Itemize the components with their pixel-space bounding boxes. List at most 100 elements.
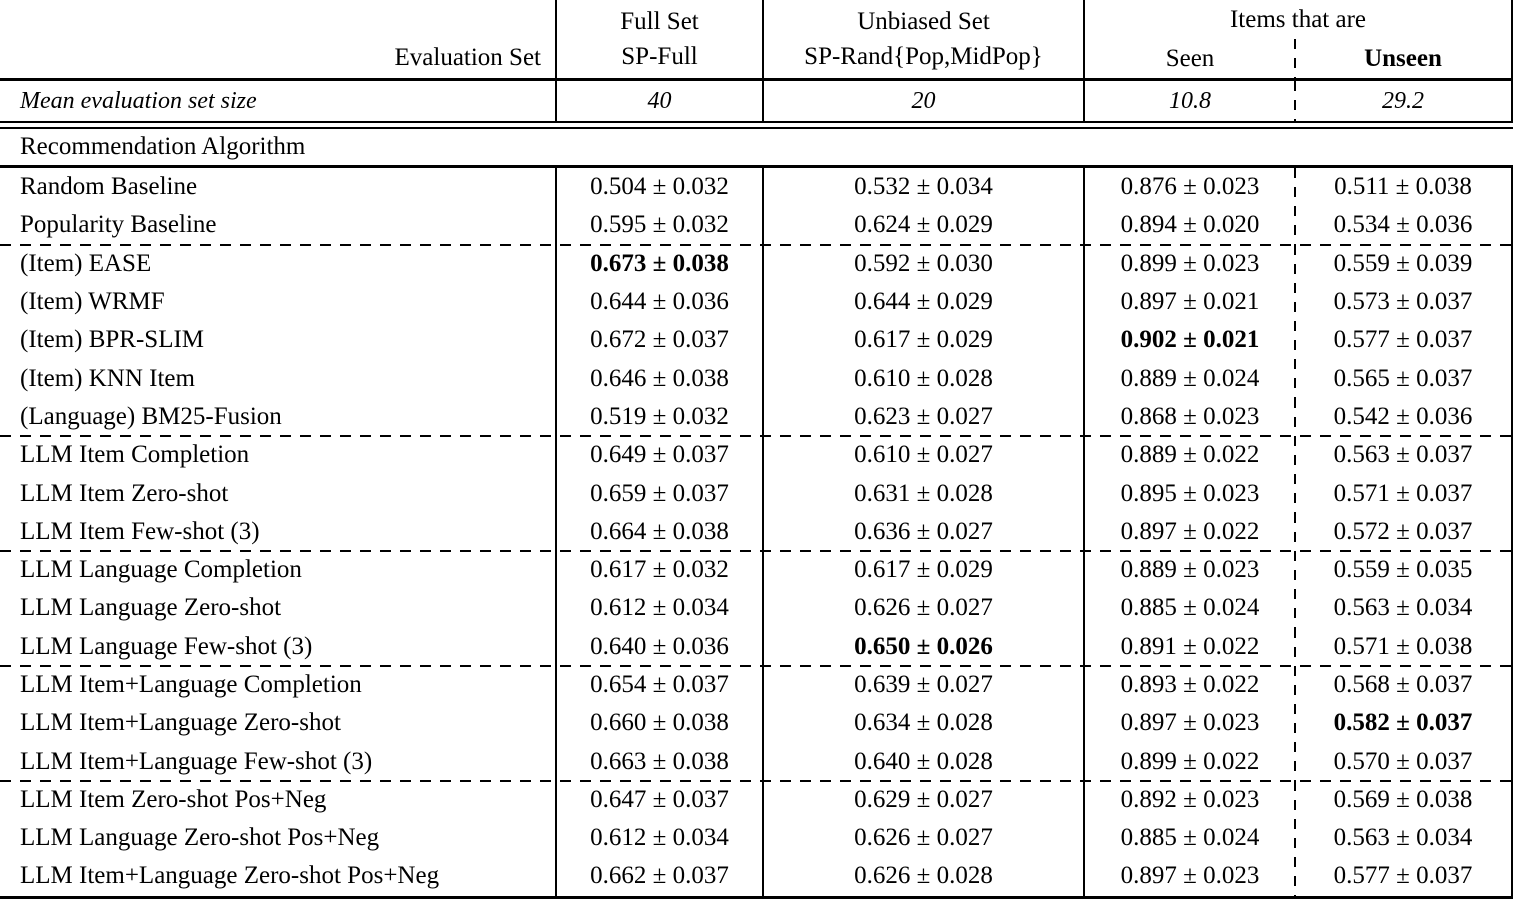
unbiased-set-value: 0.610 ± 0.028 [762,359,1083,398]
unbiased-set-value: 0.631 ± 0.028 [762,474,1083,513]
full-set-value: 0.673 ± 0.038 [555,244,762,283]
algorithm-label: (Item) BPR-SLIM [20,326,205,354]
seen-value: 0.885 ± 0.024 [1083,589,1295,628]
seen-value: 0.897 ± 0.021 [1083,282,1295,322]
unbiased-set-value: 0.592 ± 0.030 [762,244,1083,283]
header-full-set: Full Set SP-Full [555,0,762,78]
table-row: (Item) EASE 0.673 ± 0.038 0.592 ± 0.030 0.8… [0,243,1513,284]
table-row: LLM Item+Language Zero-shot Pos+Neg 0.662… [0,857,1513,896]
unseen-value: 0.571 ± 0.038 [1294,627,1513,667]
seen-value: 0.889 ± 0.024 [1083,359,1295,398]
section-rule [0,165,1513,168]
double-rule [0,121,1513,129]
unseen-value: 0.511 ± 0.038 [1294,168,1513,207]
full-set-value: 0.519 ± 0.032 [555,397,762,437]
unseen-value: 0.568 ± 0.037 [1294,665,1513,705]
algorithm-label: Popularity Baseline [20,211,217,239]
unseen-value: 0.577 ± 0.037 [1294,321,1513,360]
header-evaluation-set: Evaluation Set [394,44,542,71]
table-row: Random Baseline 0.504 ± 0.032 0.532 ± 0.03… [0,168,1513,207]
seen-value: 0.899 ± 0.023 [1083,244,1295,283]
unseen-value: 0.563 ± 0.037 [1294,436,1513,475]
seen-value: 0.889 ± 0.022 [1083,436,1295,475]
full-set-value: 0.660 ± 0.038 [555,704,762,743]
unbiased-set-value: 0.650 ± 0.026 [762,627,1083,666]
table-row: LLM Language Completion 0.617 ± 0.032 0.61… [0,549,1513,590]
unseen-value: 0.565 ± 0.037 [1294,359,1513,399]
full-set-value: 0.644 ± 0.036 [555,282,762,322]
seen-value: 0.868 ± 0.023 [1083,397,1295,437]
unbiased-set-value: 0.639 ± 0.027 [762,665,1083,705]
unseen-value: 0.534 ± 0.036 [1294,206,1513,245]
unseen-value: 0.582 ± 0.037 [1294,704,1513,743]
unbiased-set-value: 0.610 ± 0.027 [762,436,1083,475]
algorithm-label: LLM Language Few-shot (3) [20,632,313,660]
unbiased-set-value: 0.626 ± 0.028 [762,857,1083,896]
header-unbiased-line1: Unbiased Set [857,8,990,35]
seen-value: 0.897 ± 0.022 [1083,512,1295,551]
full-set-value: 0.672 ± 0.037 [555,321,762,360]
header-seen: Seen [1083,39,1295,78]
full-set-value: 0.617 ± 0.032 [555,550,762,590]
seen-value: 0.889 ± 0.023 [1083,550,1295,590]
seen-value: 0.893 ± 0.022 [1083,665,1295,705]
unseen-value: 0.563 ± 0.034 [1294,589,1513,628]
unseen-value: 0.563 ± 0.034 [1294,819,1513,858]
mean-size-unbiased-set: 20 [762,81,1083,121]
mean-size-label: Mean evaluation set size [20,87,257,114]
mean-size-full-set: 40 [555,81,762,121]
table-row: LLM Language Zero-shot 0.612 ± 0.034 0.626… [0,589,1513,628]
header-full-set-line1: Full Set [620,8,699,35]
algorithm-label: LLM Item Zero-shot Pos+Neg [20,785,327,813]
unseen-value: 0.570 ± 0.037 [1294,742,1513,782]
table-row: LLM Item Zero-shot Pos+Neg 0.647 ± 0.037 0… [0,779,1513,820]
full-set-value: 0.649 ± 0.037 [555,436,762,475]
seen-value: 0.894 ± 0.020 [1083,206,1295,245]
table-row: LLM Item Zero-shot 0.659 ± 0.037 0.631 ± 0… [0,474,1513,513]
algorithm-label: LLM Language Zero-shot [20,594,282,622]
full-set-value: 0.612 ± 0.034 [555,589,762,628]
unseen-value: 0.569 ± 0.038 [1294,780,1513,820]
algorithm-label: (Item) KNN Item [20,364,195,392]
table-row: (Item) WRMF 0.644 ± 0.036 0.644 ± 0.029 0.8… [0,282,1513,322]
unseen-value: 0.573 ± 0.037 [1294,282,1513,322]
algorithm-label: LLM Item+Language Completion [20,671,362,698]
seen-value: 0.876 ± 0.023 [1083,168,1295,207]
algorithm-label: LLM Item+Language Zero-shot Pos+Neg [20,862,440,890]
full-set-value: 0.646 ± 0.038 [555,359,762,398]
unbiased-set-value: 0.636 ± 0.027 [762,512,1083,551]
unbiased-set-value: 0.626 ± 0.027 [762,589,1083,628]
algorithm-label: (Language) BM25-Fusion [20,402,282,430]
table-row: Popularity Baseline 0.595 ± 0.032 0.624 ± … [0,206,1513,245]
table-header: Evaluation Set Full Set SP-Full Unbiased… [0,0,1513,78]
algorithm-label: LLM Item+Language Few-shot (3) [20,747,373,775]
seen-value: 0.899 ± 0.022 [1083,742,1295,781]
full-set-value: 0.664 ± 0.038 [555,512,762,551]
seen-value: 0.885 ± 0.024 [1083,819,1295,858]
table-row: LLM Item Few-shot (3) 0.664 ± 0.038 0.636 … [0,512,1513,552]
unseen-value: 0.559 ± 0.035 [1294,550,1513,590]
full-set-value: 0.654 ± 0.037 [555,665,762,705]
algorithm-label: LLM Item+Language Zero-shot [20,709,341,737]
seen-value: 0.897 ± 0.023 [1083,704,1295,743]
header-unbiased-line2: SP-Rand{Pop,MidPop} [804,43,1043,70]
table-row: LLM Language Few-shot (3) 0.640 ± 0.036 0.… [0,627,1513,667]
table-row: (Item) KNN Item 0.646 ± 0.038 0.610 ± 0.02… [0,359,1513,399]
mean-size-row: Mean evaluation set size 40 20 10.8 29.2 [0,81,1513,121]
unbiased-set-value: 0.626 ± 0.027 [762,819,1083,858]
header-unbiased-set: Unbiased Set SP-Rand{Pop,MidPop} [762,0,1083,78]
unbiased-set-value: 0.640 ± 0.028 [762,742,1083,781]
unseen-value: 0.577 ± 0.037 [1294,857,1513,896]
section-row: Recommendation Algorithm [0,129,1513,165]
table-row: LLM Item+Language Few-shot (3) 0.663 ± 0.… [0,742,1513,782]
algorithm-label: LLM Item Few-shot (3) [20,517,260,545]
seen-value: 0.897 ± 0.023 [1083,857,1295,896]
unseen-value: 0.571 ± 0.037 [1294,474,1513,513]
full-set-value: 0.504 ± 0.032 [555,168,762,207]
table-row: LLM Item+Language Completion 0.654 ± 0.03… [0,664,1513,705]
bottom-rule [0,895,1513,899]
seen-value: 0.891 ± 0.022 [1083,627,1295,666]
unbiased-set-value: 0.634 ± 0.028 [762,704,1083,743]
table-row: LLM Item+Language Zero-shot 0.660 ± 0.038… [0,704,1513,743]
table-row: (Item) BPR-SLIM 0.672 ± 0.037 0.617 ± 0.02… [0,321,1513,360]
